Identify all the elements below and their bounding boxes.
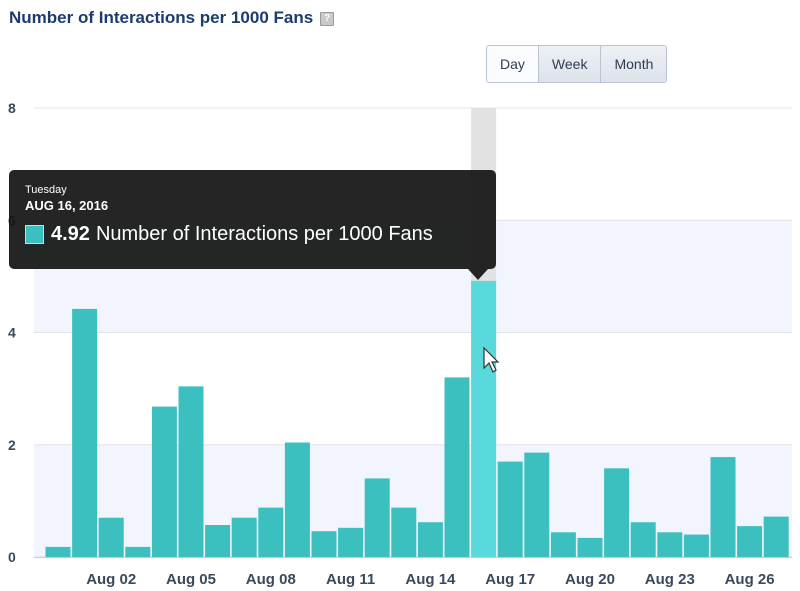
hover-tooltip: Tuesday AUG 16, 2016 4.92 Number of Inte…: [9, 170, 496, 280]
period-week-button[interactable]: Week: [538, 46, 602, 82]
y-tick-label-8: 8: [8, 100, 16, 116]
chart-title: Number of Interactions per 1000 Fans ?: [9, 8, 335, 28]
x-tick-label-aug-23: Aug 23: [645, 571, 695, 588]
bar-aug-26: [737, 526, 763, 557]
bar-aug-23: [657, 532, 683, 557]
bar-aug-03: [125, 546, 151, 557]
x-tick-label-aug-14: Aug 14: [405, 571, 456, 588]
bar-aug-01: [72, 308, 98, 557]
y-tick-label-2: 2: [8, 437, 16, 453]
x-tick-label-aug-08: Aug 08: [246, 571, 296, 588]
bar-aug-27: [763, 516, 789, 557]
chart-title-text: Number of Interactions per 1000 Fans: [9, 8, 314, 27]
x-tick-label-aug-11: Aug 11: [326, 571, 375, 588]
y-tick-label-0: 0: [8, 549, 16, 565]
bar-aug-04: [151, 406, 177, 557]
period-month-button[interactable]: Month: [601, 46, 667, 82]
bar-aug-20: [577, 537, 603, 557]
x-tick-label-aug-20: Aug 20: [565, 571, 615, 588]
help-icon[interactable]: ?: [320, 11, 335, 26]
bar-aug-10: [311, 531, 337, 557]
bar-aug-19: [550, 532, 576, 557]
bar-aug-08: [258, 507, 284, 557]
x-tick-label-aug-05: Aug 05: [166, 571, 216, 588]
mouse-cursor-icon: [483, 346, 500, 373]
bar-aug-02: [98, 517, 124, 557]
bar-aug-07: [231, 517, 257, 557]
bar-aug-12: [364, 478, 390, 557]
bar-aug-18: [524, 452, 550, 557]
bar-aug-25: [710, 457, 736, 557]
bar-aug-22: [630, 522, 656, 557]
x-tick-label-aug-26: Aug 26: [725, 571, 775, 588]
bar-aug-17: [497, 461, 523, 557]
tooltip-series-swatch: [25, 225, 44, 244]
tooltip-value: 4.92: [51, 223, 90, 245]
period-toggle: Day Week Month: [486, 45, 668, 83]
bar-aug-24: [683, 534, 709, 557]
bar-jul-31: [45, 546, 71, 557]
bar-aug-15: [444, 377, 470, 557]
tooltip-row: 4.92 Number of Interactions per 1000 Fan…: [25, 223, 496, 246]
x-tick-label-aug-17: Aug 17: [485, 571, 535, 588]
bar-aug-11: [338, 527, 364, 557]
bar-aug-09: [284, 442, 310, 557]
bar-aug-06: [205, 525, 231, 557]
tooltip-date: AUG 16, 2016: [25, 198, 109, 213]
x-tick-label-aug-02: Aug 02: [86, 571, 136, 588]
bar-aug-21: [604, 468, 630, 557]
bar-aug-16: [471, 280, 497, 557]
tooltip-day: Tuesday: [25, 184, 67, 196]
y-tick-label-4: 4: [8, 325, 16, 341]
bar-aug-13: [391, 507, 417, 557]
period-day-button[interactable]: Day: [487, 46, 539, 82]
tooltip-series-name: Number of Interactions per 1000 Fans: [95, 223, 433, 245]
bar-aug-05: [178, 386, 204, 557]
bar-aug-14: [417, 522, 443, 557]
